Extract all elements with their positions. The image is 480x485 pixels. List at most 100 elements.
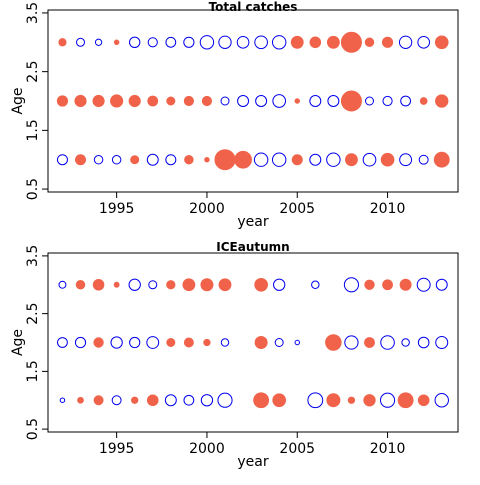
residual-bubble-positive bbox=[253, 392, 270, 409]
residual-bubble-positive bbox=[183, 95, 194, 107]
residual-bubble-negative bbox=[128, 36, 141, 48]
residual-bubble-positive bbox=[58, 38, 67, 47]
residual-bubble-positive bbox=[184, 154, 194, 165]
residual-bubble-positive bbox=[166, 96, 176, 106]
residual-bubble-positive bbox=[254, 336, 268, 349]
residual-bubble-positive bbox=[345, 153, 358, 167]
residual-bubble-positive bbox=[254, 277, 268, 292]
residual-bubble-negative bbox=[274, 338, 284, 347]
residual-bubble-negative bbox=[379, 392, 396, 408]
residual-bubble-negative bbox=[74, 336, 87, 349]
residual-bubble-negative bbox=[327, 95, 340, 107]
residual-bubble-negative bbox=[200, 394, 214, 407]
y-tick-label: 2.5 bbox=[25, 61, 41, 83]
residual-bubble-negative bbox=[56, 154, 68, 166]
chart-panel-2: ICEautumn 1995 2000 2005 2010 0.5 1.5 2.5 3.5 yea… bbox=[10, 240, 459, 470]
residual-bubble-negative bbox=[58, 280, 67, 289]
residual-bubble-positive bbox=[326, 393, 341, 408]
residual-bubble-positive bbox=[326, 35, 340, 49]
residual-bubble-negative bbox=[271, 152, 287, 167]
plot-frame bbox=[47, 252, 459, 433]
residual-bubble-negative bbox=[93, 154, 104, 165]
residual-bubble-negative bbox=[400, 95, 412, 107]
residual-bubble-negative bbox=[164, 394, 177, 407]
residual-bubble-negative bbox=[271, 35, 287, 50]
residual-bubble-positive bbox=[203, 338, 211, 347]
y-tick-label: 1.5 bbox=[25, 119, 41, 141]
x-tick-label: 1995 bbox=[99, 441, 135, 457]
residual-bubble-negative bbox=[417, 336, 430, 349]
residual-bubble-positive bbox=[146, 394, 159, 407]
residual-bubble-negative bbox=[217, 392, 233, 408]
residual-bubble-negative bbox=[311, 280, 320, 289]
y-tick-label: 3.5 bbox=[25, 245, 41, 267]
residual-bubble-positive bbox=[325, 334, 342, 351]
residual-bubble-negative bbox=[183, 394, 195, 406]
residual-bubble-negative bbox=[183, 36, 195, 48]
residual-bubble-negative bbox=[59, 397, 66, 403]
residual-bubble-negative bbox=[344, 335, 359, 350]
residual-bubble-positive bbox=[382, 279, 393, 291]
chart-panel-1: Total catches 1995 2000 2005 2010 0.5 1.5 2.5 3.… bbox=[10, 0, 459, 230]
residual-bubble-positive bbox=[294, 98, 300, 104]
residual-bubble-negative bbox=[326, 152, 341, 167]
y-axis-label: Age bbox=[10, 87, 26, 114]
residual-bubble-positive bbox=[166, 338, 176, 347]
y-tick-label: 3.5 bbox=[25, 2, 41, 24]
chart-title: Total catches bbox=[209, 0, 298, 14]
residual-bubble-negative bbox=[218, 35, 232, 49]
residual-bubble-positive bbox=[166, 280, 176, 290]
chart-title: ICEautumn bbox=[216, 240, 289, 254]
residual-bubble-negative bbox=[273, 278, 286, 291]
residual-bubble-positive bbox=[419, 97, 428, 105]
residual-bubble-positive bbox=[93, 337, 104, 348]
residual-bubble-positive bbox=[340, 90, 362, 112]
residual-bubble-negative bbox=[418, 154, 429, 165]
x-tick-label: 2000 bbox=[189, 441, 225, 457]
residual-bubble-negative bbox=[309, 95, 322, 107]
residual-bubble-positive bbox=[340, 31, 362, 53]
residual-bubble-positive bbox=[200, 278, 214, 292]
residual-bubble-negative bbox=[416, 277, 431, 292]
residual-bubble-positive bbox=[234, 150, 252, 169]
residual-bubble-positive bbox=[381, 36, 394, 48]
x-tick-label: 2000 bbox=[189, 201, 225, 217]
plot-frame bbox=[47, 9, 459, 193]
y-tick-label: 0.5 bbox=[25, 418, 41, 440]
residual-bubble-positive bbox=[113, 281, 120, 288]
residual-bubble-negative bbox=[146, 336, 160, 349]
residual-bubble-negative bbox=[165, 154, 177, 166]
residual-bubble-negative bbox=[272, 94, 287, 108]
residual-bubble-positive bbox=[204, 156, 210, 163]
x-tick-label: 2005 bbox=[279, 441, 315, 457]
residual-bubble-positive bbox=[433, 151, 450, 168]
residual-bubble-positive bbox=[75, 280, 86, 290]
residual-bubble-negative bbox=[220, 338, 230, 347]
residual-bubble-negative bbox=[434, 393, 449, 408]
residual-bubble-positive bbox=[397, 392, 414, 409]
residual-bubble-negative bbox=[343, 277, 360, 293]
residual-bubble-positive bbox=[364, 37, 375, 48]
residual-bubble-negative bbox=[110, 336, 123, 349]
residual-bubble-positive bbox=[309, 36, 322, 49]
residual-bubble-positive bbox=[92, 278, 105, 291]
residual-bubble-positive bbox=[56, 95, 69, 107]
residual-bubble-positive bbox=[77, 396, 84, 404]
residual-bubble-negative bbox=[401, 338, 410, 347]
x-axis-label: year bbox=[237, 454, 268, 470]
residual-bubble-negative bbox=[76, 37, 86, 47]
residual-bubble-negative bbox=[165, 36, 177, 48]
residual-bubble-negative bbox=[253, 152, 269, 167]
x-tick-label: 2010 bbox=[370, 441, 406, 457]
residual-bubble-negative bbox=[94, 38, 103, 46]
x-axis-label: year bbox=[237, 214, 268, 230]
residual-bubble-positive bbox=[364, 279, 375, 290]
y-axis-label: Age bbox=[10, 329, 26, 356]
residual-bubble-negative bbox=[220, 96, 230, 106]
x-tick-label: 2010 bbox=[370, 201, 406, 217]
residual-bubble-positive bbox=[399, 278, 412, 291]
residual-bubble-positive bbox=[92, 94, 105, 108]
residual-bubble-negative bbox=[147, 37, 158, 48]
residual-bubble-positive bbox=[290, 35, 304, 49]
residual-bubble-positive bbox=[347, 396, 356, 404]
